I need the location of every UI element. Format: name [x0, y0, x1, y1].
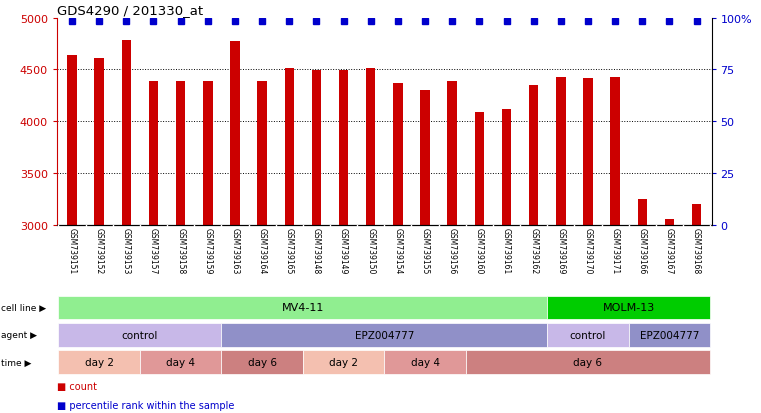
- Text: GSM739170: GSM739170: [584, 227, 593, 273]
- Text: day 2: day 2: [84, 357, 113, 367]
- Text: GSM739166: GSM739166: [638, 227, 647, 273]
- Bar: [140, 350, 221, 374]
- Bar: [285, 69, 294, 225]
- Bar: [556, 77, 565, 225]
- Text: MV4-11: MV4-11: [282, 303, 324, 313]
- Text: GSM739159: GSM739159: [203, 227, 212, 273]
- Text: time ▶: time ▶: [1, 358, 31, 367]
- Bar: [547, 323, 629, 347]
- Text: day 6: day 6: [574, 357, 603, 367]
- Text: GSM739150: GSM739150: [366, 227, 375, 273]
- Bar: [339, 71, 349, 225]
- Bar: [230, 42, 240, 225]
- Text: ■ count: ■ count: [57, 381, 97, 391]
- Text: GDS4290 / 201330_at: GDS4290 / 201330_at: [57, 4, 203, 17]
- Text: day 4: day 4: [410, 357, 440, 367]
- Text: GSM739148: GSM739148: [312, 227, 321, 273]
- Text: control: control: [122, 330, 158, 340]
- Bar: [501, 109, 511, 225]
- Bar: [692, 204, 702, 225]
- Text: GSM739155: GSM739155: [421, 227, 429, 273]
- Text: MOLM-13: MOLM-13: [603, 303, 654, 313]
- Text: GSM739168: GSM739168: [692, 227, 701, 273]
- Bar: [384, 350, 466, 374]
- Text: GSM739167: GSM739167: [665, 227, 674, 273]
- Text: GSM739162: GSM739162: [529, 227, 538, 273]
- Bar: [366, 69, 375, 225]
- Bar: [257, 81, 267, 225]
- Bar: [447, 81, 457, 225]
- Text: agent ▶: agent ▶: [1, 330, 37, 339]
- Text: GSM739153: GSM739153: [122, 227, 131, 273]
- Bar: [203, 81, 212, 225]
- Bar: [221, 323, 547, 347]
- Text: day 4: day 4: [166, 357, 195, 367]
- Text: GSM739160: GSM739160: [475, 227, 484, 273]
- Bar: [67, 56, 77, 225]
- Bar: [176, 81, 186, 225]
- Bar: [94, 59, 104, 225]
- Text: EPZ004777: EPZ004777: [640, 330, 699, 340]
- Text: day 2: day 2: [329, 357, 358, 367]
- Text: GSM739151: GSM739151: [68, 227, 77, 273]
- Bar: [583, 78, 593, 225]
- Text: EPZ004777: EPZ004777: [355, 330, 414, 340]
- Bar: [303, 350, 384, 374]
- Bar: [393, 83, 403, 225]
- Text: GSM739158: GSM739158: [176, 227, 185, 273]
- Bar: [610, 77, 620, 225]
- Text: GSM739164: GSM739164: [258, 227, 266, 273]
- Bar: [122, 41, 131, 225]
- Bar: [59, 350, 140, 374]
- Text: GSM739171: GSM739171: [610, 227, 619, 273]
- Text: GSM739161: GSM739161: [502, 227, 511, 273]
- Text: GSM739163: GSM739163: [231, 227, 240, 273]
- Bar: [148, 81, 158, 225]
- Text: GSM739169: GSM739169: [556, 227, 565, 273]
- Bar: [629, 323, 710, 347]
- Text: day 6: day 6: [247, 357, 276, 367]
- Bar: [59, 296, 547, 320]
- Bar: [664, 220, 674, 225]
- Bar: [475, 112, 484, 225]
- Text: GSM739149: GSM739149: [339, 227, 348, 273]
- Bar: [529, 85, 539, 225]
- Bar: [466, 350, 710, 374]
- Text: ■ percentile rank within the sample: ■ percentile rank within the sample: [57, 400, 234, 410]
- Bar: [59, 323, 221, 347]
- Bar: [638, 199, 647, 225]
- Text: GSM739152: GSM739152: [94, 227, 103, 273]
- Text: GSM739165: GSM739165: [285, 227, 294, 273]
- Bar: [420, 91, 430, 225]
- Bar: [547, 296, 710, 320]
- Text: GSM739156: GSM739156: [447, 227, 457, 273]
- Text: GSM739154: GSM739154: [393, 227, 403, 273]
- Text: GSM739157: GSM739157: [149, 227, 158, 273]
- Text: cell line ▶: cell line ▶: [1, 303, 46, 312]
- Text: control: control: [570, 330, 607, 340]
- Bar: [221, 350, 303, 374]
- Bar: [312, 71, 321, 225]
